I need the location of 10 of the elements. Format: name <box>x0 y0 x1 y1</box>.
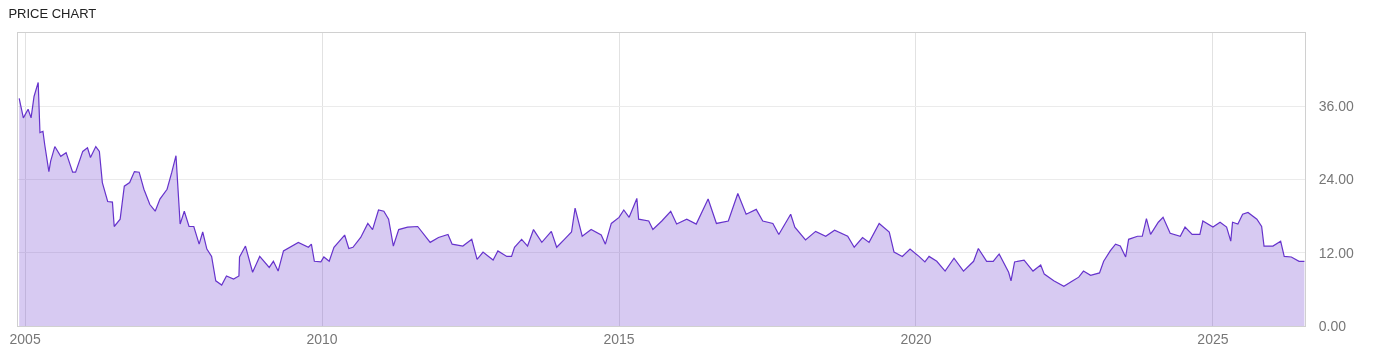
y-tick-label: 36.00 <box>1318 98 1355 115</box>
y-tick-label: 12.00 <box>1318 244 1355 261</box>
chart-title: PRICE CHART <box>8 6 97 22</box>
y-tick-label: 0.00 <box>1318 317 1347 334</box>
y-tick-label: 24.00 <box>1318 171 1355 188</box>
x-tick-label: 2010 <box>306 330 338 347</box>
x-tick-label: 2025 <box>1197 330 1229 347</box>
x-tick-label: 2015 <box>603 330 635 347</box>
x-tick-label: 2020 <box>900 330 932 347</box>
x-tick-label: 2005 <box>9 330 41 347</box>
